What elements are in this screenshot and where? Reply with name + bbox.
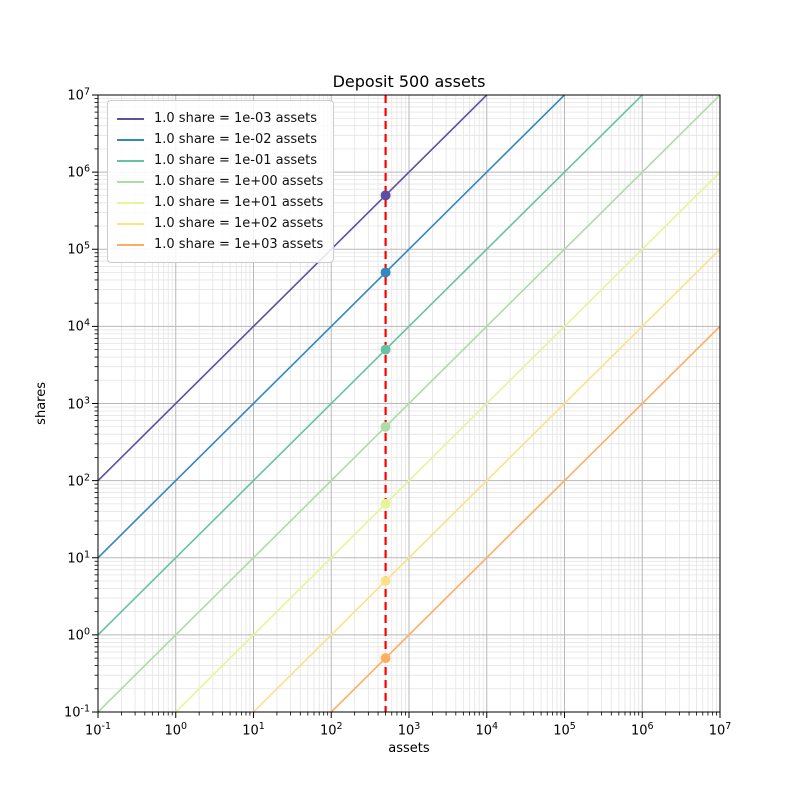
y-tick-label-1e5: 105	[67, 240, 90, 258]
series-line-4	[174, 171, 720, 712]
marker-point-1	[380, 267, 391, 278]
x-tick-label-1e0: 100	[164, 721, 188, 739]
x-axis-label: assets	[388, 741, 430, 756]
series-line-6	[330, 325, 720, 712]
marker-point-2	[380, 344, 391, 355]
series-line-1	[98, 95, 566, 559]
legend-label: 1.0 share = 1e-03 assets	[154, 111, 318, 126]
marker-point-4	[380, 498, 391, 509]
legend-item-4: 1.0 share = 1e+01 assets	[117, 192, 323, 213]
marker-point-3	[380, 421, 391, 432]
marker-point-6	[380, 653, 391, 664]
y-tick-label-1e3: 103	[67, 394, 90, 413]
legend-item-0: 1.0 share = 1e-03 assets	[117, 108, 323, 129]
chart-title: Deposit 500 assets	[332, 72, 486, 91]
y-tick-label-1e2: 102	[67, 471, 90, 490]
x-tick-label-1e4: 104	[475, 721, 499, 739]
y-axis-label: shares	[33, 382, 49, 425]
x-tick-label-1e3: 103	[397, 721, 421, 739]
legend-line-swatch	[117, 159, 144, 162]
x-tick-label-1e2: 102	[319, 721, 343, 739]
y-tick-label-1e0: 100	[67, 626, 90, 644]
series-line-3	[98, 95, 720, 712]
x-tick-label-1e-1: 10-1	[84, 721, 112, 739]
legend: 1.0 share = 1e-03 assets 1.0 share = 1e-0…	[107, 100, 335, 263]
x-axis-label-wrap: assets	[98, 741, 720, 756]
y-axis-label-wrap: shares	[32, 95, 50, 712]
series-line-0	[98, 95, 488, 482]
x-tick-label-1e1: 101	[242, 721, 265, 739]
legend-item-1: 1.0 share = 1e-02 assets	[117, 129, 323, 150]
legend-label: 1.0 share = 1e-02 assets	[154, 132, 318, 147]
legend-label: 1.0 share = 1e+00 assets	[154, 174, 324, 189]
series-line-5	[252, 248, 720, 712]
y-tick-label-1e-1: 10-1	[63, 703, 90, 721]
legend-item-2: 1.0 share = 1e-01 assets	[117, 150, 323, 171]
legend-item-5: 1.0 share = 1e+02 assets	[117, 213, 323, 234]
legend-line-swatch	[117, 180, 144, 183]
y-tick-label-1e1: 101	[67, 549, 90, 567]
series-line-2	[98, 95, 644, 636]
x-tick-label-1e6: 106	[630, 721, 654, 739]
y-tick-label-1e7: 107	[67, 86, 90, 104]
legend-line-swatch	[117, 117, 144, 120]
marker-point-5	[380, 575, 391, 586]
y-tick-label-1e4: 104	[67, 317, 90, 336]
legend-label: 1.0 share = 1e-01 assets	[154, 153, 318, 168]
legend-label: 1.0 share = 1e+01 assets	[154, 195, 324, 210]
y-tick-label-1e6: 106	[67, 163, 90, 181]
legend-line-swatch	[117, 138, 144, 141]
legend-label: 1.0 share = 1e+03 assets	[154, 237, 324, 252]
legend-label: 1.0 share = 1e+02 assets	[154, 216, 324, 231]
legend-line-swatch	[117, 222, 144, 225]
marker-point-0	[380, 190, 391, 201]
legend-line-swatch	[117, 201, 144, 204]
legend-item-3: 1.0 share = 1e+00 assets	[117, 171, 323, 192]
legend-item-6: 1.0 share = 1e+03 assets	[117, 234, 323, 255]
x-tick-label-1e7: 107	[708, 721, 732, 739]
legend-line-swatch	[117, 243, 144, 246]
x-tick-label-1e5: 105	[553, 721, 576, 739]
